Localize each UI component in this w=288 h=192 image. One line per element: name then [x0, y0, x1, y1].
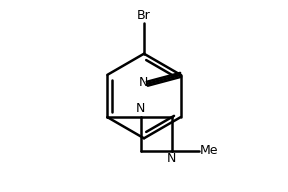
Text: N: N	[139, 76, 148, 89]
Text: N: N	[167, 152, 177, 165]
Text: Br: Br	[137, 9, 151, 22]
Text: N: N	[136, 103, 145, 115]
Text: Me: Me	[200, 144, 218, 157]
